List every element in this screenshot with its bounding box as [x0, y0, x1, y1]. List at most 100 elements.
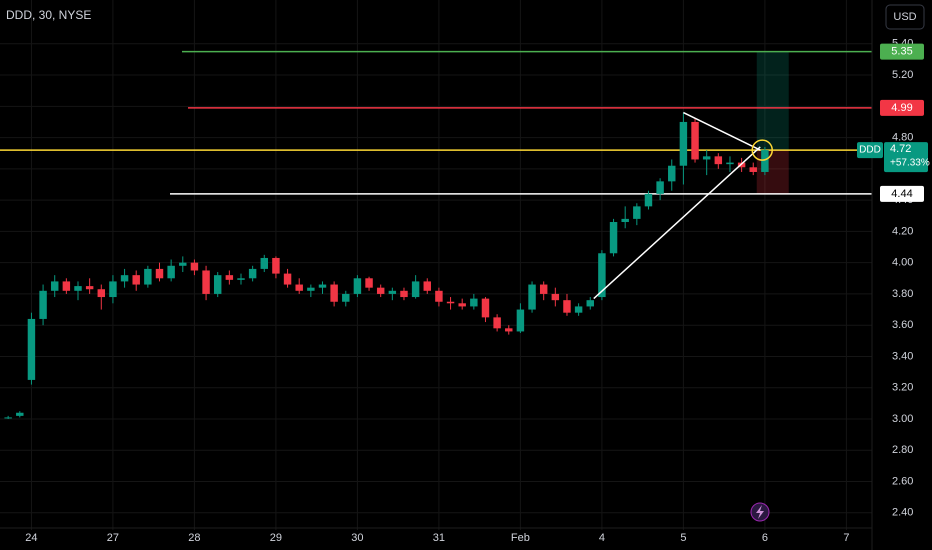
candle-body [179, 262, 187, 266]
candle-body [470, 298, 478, 307]
candle-body [551, 293, 560, 301]
candle-body [97, 289, 106, 298]
candle-body [295, 284, 303, 291]
x-tick-label: 27 [107, 532, 119, 544]
y-tick-label: 4.00 [892, 257, 913, 269]
candle-body [155, 268, 164, 279]
y-tick-label: 2.80 [892, 444, 913, 456]
change-label: +57.33% [890, 158, 930, 169]
candle-body [27, 318, 36, 380]
candle-body [516, 309, 525, 332]
level-label-box [880, 99, 924, 116]
chart-title: DDD, 30, NYSE [6, 8, 91, 22]
candle-body [668, 165, 676, 182]
x-tick-label: 28 [188, 532, 200, 544]
candle-body [633, 206, 641, 219]
candle-body [388, 290, 397, 294]
candle-body [621, 218, 629, 223]
y-tick-label: 2.60 [892, 475, 913, 487]
x-tick-label: 6 [762, 532, 768, 544]
candle-body [307, 287, 315, 291]
candle-body [644, 193, 653, 207]
candle-body [702, 156, 711, 160]
currency[interactable]: USD [893, 11, 916, 23]
x-tick-label: Feb [511, 532, 530, 544]
trend-line [683, 111, 761, 151]
x-tick-label: 24 [25, 532, 37, 544]
candle-body [609, 222, 618, 254]
candle-body [761, 150, 769, 172]
candle-body [435, 290, 443, 302]
candle-body [237, 278, 245, 280]
candle-body [598, 253, 606, 298]
x-tick-label: 31 [433, 532, 445, 544]
candle-body [4, 417, 12, 419]
currency-button[interactable] [885, 4, 925, 30]
symbol-label-box [857, 142, 883, 159]
candle-body [16, 412, 24, 416]
x-tick-label: 4 [599, 532, 605, 544]
candle-body [120, 275, 129, 282]
last-price-label: 4.72 [890, 143, 911, 155]
last-price-box [884, 142, 928, 173]
candle-body [318, 284, 327, 288]
y-tick-label: 4.80 [892, 131, 913, 143]
y-tick-label: 3.60 [892, 319, 913, 331]
candle-body [213, 275, 222, 294]
candle-body [85, 286, 94, 290]
candle-body [260, 257, 269, 269]
highlight-circle [751, 139, 773, 161]
level-label: 4.44 [891, 188, 912, 200]
candle-body [342, 293, 350, 302]
candle-body [458, 303, 466, 307]
y-tick-label: 2.40 [892, 507, 913, 519]
candle-body [190, 262, 199, 271]
candle-body [248, 268, 257, 279]
x-tick-label: 30 [351, 532, 363, 544]
profit-zone [756, 51, 789, 151]
y-tick-label: 4.20 [892, 225, 913, 237]
x-tick-label: 5 [680, 532, 686, 544]
candle-body [656, 181, 664, 194]
candle-body [679, 121, 688, 166]
candle-body [446, 301, 455, 304]
candle-body [202, 270, 210, 294]
candle-body [365, 278, 373, 288]
candle-body [62, 281, 71, 291]
candle-body [283, 273, 292, 285]
candle-body [714, 156, 723, 165]
candle-body [39, 290, 47, 319]
candle-body [691, 121, 699, 160]
y-tick-label: 5.20 [892, 69, 913, 81]
candle-body [574, 306, 583, 313]
candle-body [376, 287, 385, 294]
trend-line [593, 146, 761, 300]
candle-body [132, 275, 140, 285]
candle-body [726, 162, 734, 165]
candle-body [74, 286, 82, 291]
candle-body [353, 278, 362, 294]
candle-body [411, 281, 420, 298]
candle-body [563, 300, 571, 313]
candle-body [505, 328, 513, 332]
candle-body [50, 281, 59, 291]
symbol-label: DDD [859, 145, 881, 156]
lightning-glyph [756, 505, 764, 519]
candle-body [749, 167, 757, 172]
candle-body [144, 268, 152, 285]
y-tick-label: 3.00 [892, 413, 913, 425]
level-label: 5.35 [891, 45, 912, 57]
candle-body [528, 284, 536, 310]
candle-body [423, 281, 431, 291]
level-label-box [880, 185, 924, 202]
candle-body [539, 284, 548, 294]
candle-body [109, 281, 117, 298]
candle-body [225, 275, 234, 280]
candle-body [586, 300, 594, 307]
level-label-box [880, 43, 924, 60]
level-label: 4.99 [891, 102, 912, 114]
candle-body [167, 265, 175, 279]
y-tick-label: 3.20 [892, 382, 913, 394]
